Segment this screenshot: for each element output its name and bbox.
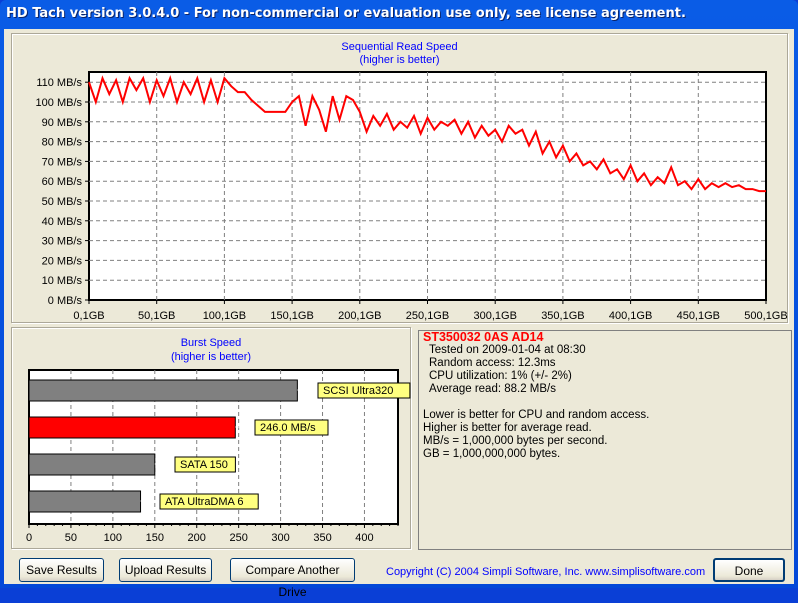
y-tick-label: 30 MB/s <box>42 236 83 248</box>
burst-bar <box>28 416 236 439</box>
note: MB/s = 1,000,000 bytes per second. <box>423 435 608 447</box>
x-tick-label: 450,1GB <box>677 310 720 322</box>
drive-name: ST350032 0AS AD14 <box>423 330 544 344</box>
x-tick-label: 300 <box>271 532 289 544</box>
burst-chart-subtitle: (higher is better) <box>170 351 252 363</box>
x-tick-label: 400 <box>355 532 373 544</box>
seq-chart-title: Sequential Read Speed <box>341 41 458 53</box>
random-access: Random access: 12.3ms <box>429 357 556 369</box>
burst-bar <box>28 379 298 402</box>
x-tick-label: 350,1GB <box>541 310 584 322</box>
note: Higher is better for average read. <box>423 422 592 434</box>
burst-label-box <box>159 493 259 510</box>
x-tick-label: 150 <box>146 532 164 544</box>
x-tick-label: 200,1GB <box>338 310 381 322</box>
x-tick-label: 0 <box>26 532 32 544</box>
y-tick-label: 10 MB/s <box>42 275 83 287</box>
save-results-button[interactable]: Save Results <box>19 558 104 582</box>
window-title: HD Tach version 3.0.4.0 - For non-commer… <box>6 6 686 21</box>
x-tick-label: 50,1GB <box>138 310 175 322</box>
done-button[interactable]: Done <box>713 558 785 582</box>
average-read: Average read: 88.2 MB/s <box>429 383 556 395</box>
note: Lower is better for CPU and random acces… <box>423 409 650 421</box>
burst-label-box <box>254 419 329 436</box>
compare-another-drive-button[interactable]: Compare Another Drive <box>230 558 355 599</box>
x-tick-label: 100,1GB <box>203 310 246 322</box>
x-tick-label: 500,1GB <box>744 310 787 322</box>
x-tick-label: 150,1GB <box>270 310 313 322</box>
burst-bar <box>28 453 156 476</box>
burst-label: SCSI Ultra320 <box>323 385 393 397</box>
x-tick-label: 400,1GB <box>609 310 652 322</box>
x-tick-label: 0,1GB <box>73 310 104 322</box>
x-tick-label: 350 <box>313 532 331 544</box>
y-tick-label: 80 MB/s <box>42 137 83 149</box>
x-tick-label: 200 <box>188 532 206 544</box>
upload-results-button[interactable]: Upload Results <box>119 558 212 582</box>
x-tick-label: 250 <box>229 532 247 544</box>
burst-speed-chart: 0 50 100 150 200 250 300 350 400 SCSI Ultra320 246… <box>26 369 411 544</box>
burst-chart-title: Burst Speed <box>180 337 242 349</box>
x-tick-label: 250,1GB <box>406 310 449 322</box>
y-tick-label: 50 MB/s <box>42 196 83 208</box>
x-tick-label: 300,1GB <box>473 310 516 322</box>
burst-label: ATA UltraDMA 6 <box>165 496 243 508</box>
x-tick-label: 100 <box>104 532 122 544</box>
y-tick-label: 110 MB/s <box>36 77 82 89</box>
y-tick-label: 70 MB/s <box>42 156 83 168</box>
cpu-utilization: CPU utilization: 1% (+/- 2%) <box>429 370 572 382</box>
burst-label: SATA 150 <box>180 459 228 471</box>
tested-date: Tested on 2009-01-04 at 08:30 <box>429 344 586 356</box>
burst-label: 246.0 MB/s <box>260 422 316 434</box>
burst-speed-panel: Burst Speed (higher is better) <box>11 327 411 549</box>
seq-chart-subtitle: (higher is better) <box>359 54 440 66</box>
sequential-read-chart: 0 MB/s 10 MB/s 20 MB/s 30 MB/s 40 MB/s 50 MB/… <box>36 71 788 322</box>
copyright-link[interactable]: Copyright (C) 2004 Simpli Software, Inc.… <box>386 566 706 578</box>
note: GB = 1,000,000,000 bytes. <box>423 448 561 460</box>
y-tick-label: 40 MB/s <box>42 216 83 228</box>
y-tick-label: 90 MB/s <box>42 117 83 129</box>
x-tick-label: 50 <box>65 532 77 544</box>
results-info-panel: ST350032 0AS AD14 Tested on 2009-01-04 a… <box>418 330 792 550</box>
read-speed-line <box>88 75 766 193</box>
y-tick-label: 60 MB/s <box>42 176 83 188</box>
burst-label-box <box>317 382 411 399</box>
burst-label-box <box>174 456 236 473</box>
burst-bar <box>28 490 142 513</box>
y-tick-label: 0 MB/s <box>48 295 83 307</box>
y-tick-label: 20 MB/s <box>42 255 83 267</box>
y-tick-label: 100 MB/s <box>36 97 83 109</box>
sequential-read-panel: Sequential Read Speed (higher is better) <box>11 33 788 323</box>
